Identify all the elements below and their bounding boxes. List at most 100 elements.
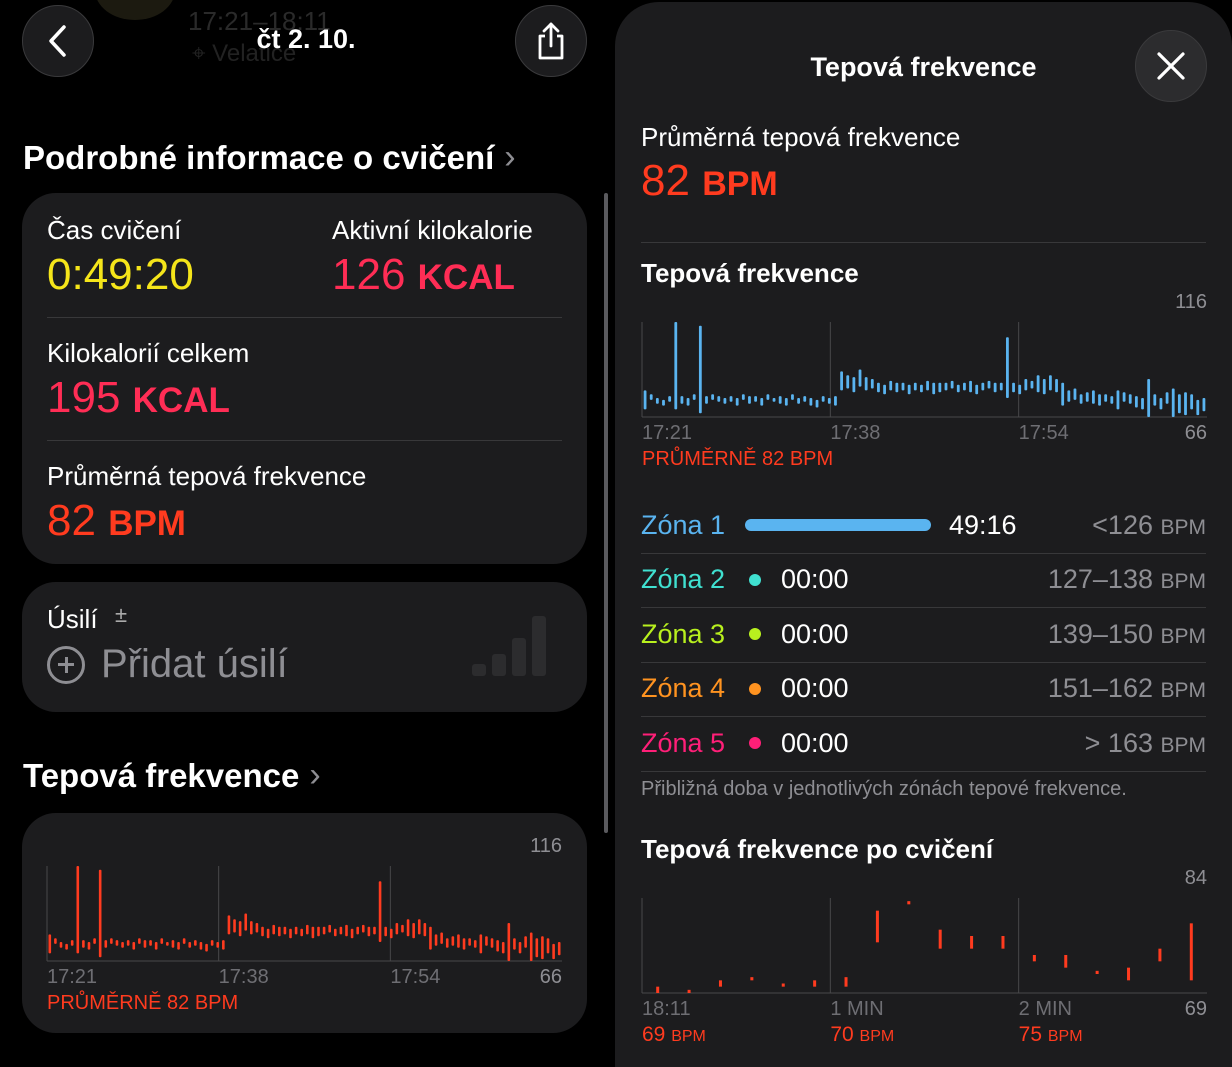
hr-range-bar bbox=[1018, 384, 1022, 395]
zone-range: 127–138 BPM bbox=[1047, 564, 1206, 594]
hr-range-bar bbox=[975, 384, 979, 395]
hr-range-bar bbox=[283, 926, 287, 935]
effort-level-icon bbox=[472, 616, 546, 676]
hr-range-bar bbox=[1064, 955, 1068, 968]
hr-range-bar bbox=[356, 926, 359, 935]
close-button[interactable] bbox=[1135, 30, 1207, 102]
hr-range-bar bbox=[877, 382, 880, 393]
hr-summary-card[interactable]: 116 66 17:21 17:38 17:54 PRŮMĚRNĚ 82 BPM bbox=[22, 813, 587, 1033]
hr-range-bar bbox=[468, 938, 471, 946]
back-button[interactable] bbox=[22, 5, 94, 77]
hr-range-bar bbox=[48, 934, 52, 954]
hr-range-bar bbox=[1061, 382, 1065, 406]
hr-range-bar bbox=[1085, 392, 1089, 402]
chart-x-tick: 17:38 bbox=[830, 422, 880, 444]
recovery-value-label: 69 BPM bbox=[642, 1023, 706, 1046]
recovery-value-label: 70 BPM bbox=[830, 1023, 894, 1046]
hr-range-bar bbox=[1189, 923, 1193, 981]
chart-min-label: 66 bbox=[1185, 422, 1207, 444]
hr-range-bar bbox=[834, 396, 837, 406]
hr-range-bar bbox=[429, 926, 432, 950]
hr-range-bar bbox=[662, 399, 665, 406]
hr-range-bar bbox=[1098, 394, 1101, 406]
hr-range-bar bbox=[932, 382, 936, 395]
hr-range-bar bbox=[552, 943, 555, 960]
hr-range-bar bbox=[541, 936, 544, 960]
hr-range-bar bbox=[1110, 396, 1114, 404]
hr-range-bar bbox=[266, 928, 270, 939]
hr-range-bar bbox=[300, 928, 304, 937]
hr-range-bar bbox=[926, 380, 929, 391]
recovery-value-label: 75 BPM bbox=[1019, 1023, 1083, 1046]
hr-range-bar bbox=[194, 940, 197, 946]
chart-x-tick: 18:11 bbox=[642, 998, 691, 1020]
hr-range-bar bbox=[462, 938, 466, 950]
hr-range-bar bbox=[875, 910, 879, 943]
divider bbox=[641, 242, 1206, 243]
hr-range-bar bbox=[322, 926, 326, 935]
zone-dot bbox=[749, 573, 761, 586]
background-activity-ring bbox=[95, 0, 175, 20]
hr-range-bar bbox=[289, 928, 292, 939]
workout-time-stat: Čas cvičení 0:49:20 bbox=[47, 215, 194, 300]
hr-range-bar bbox=[668, 396, 672, 402]
hr-range-bar bbox=[406, 919, 410, 937]
hr-range-bar bbox=[222, 940, 225, 950]
hr-range-bar bbox=[479, 934, 483, 954]
divider bbox=[641, 770, 1206, 772]
hr-range-bar bbox=[126, 940, 130, 946]
add-effort-button[interactable]: Přidat úsilí bbox=[47, 642, 288, 687]
faded-location: ⌖ Velatice bbox=[192, 40, 297, 67]
zone-range: <126 BPM bbox=[1092, 509, 1206, 540]
close-icon bbox=[1157, 52, 1185, 80]
hr-range-bar bbox=[1067, 390, 1071, 402]
hr-range-bar bbox=[132, 942, 136, 950]
chart-x-tick: 17:38 bbox=[219, 966, 269, 988]
hr-range-bar bbox=[643, 390, 647, 410]
zone-dot bbox=[749, 737, 761, 749]
hr-range-bar bbox=[104, 940, 108, 948]
hr-range-bar bbox=[210, 940, 214, 946]
hr-range-bar bbox=[1116, 390, 1120, 410]
hr-section-header[interactable]: Tepová frekvence › bbox=[23, 756, 321, 795]
hr-range-bar bbox=[1030, 380, 1034, 389]
chart-max-label: 84 bbox=[1185, 867, 1207, 889]
hr-range-bar bbox=[1147, 379, 1151, 417]
divider bbox=[641, 716, 1206, 717]
hr-range-bar bbox=[1006, 337, 1009, 398]
hr-range-bar bbox=[1134, 396, 1138, 408]
hr-range-bar bbox=[864, 377, 868, 391]
recovery-chart-title: Tepová frekvence po cvičení bbox=[641, 834, 994, 864]
hr-range-bar bbox=[345, 924, 348, 937]
hr-range-bar bbox=[655, 398, 659, 404]
hr-range-bar bbox=[328, 924, 331, 933]
effort-card[interactable]: Úsilí ± Přidat úsilí bbox=[22, 582, 587, 712]
hr-range-bar bbox=[1042, 379, 1046, 395]
hr-range-bar bbox=[305, 924, 309, 935]
active-kcal-unit: KCAL bbox=[417, 258, 515, 297]
hr-range-bar bbox=[59, 942, 63, 948]
hr-range-bar bbox=[674, 322, 678, 410]
hr-range-bar bbox=[907, 384, 911, 395]
hr-range-bar bbox=[1048, 375, 1052, 391]
hr-range-bar bbox=[244, 913, 248, 931]
zone-time: 00:00 bbox=[781, 727, 849, 758]
hr-range-bar bbox=[1104, 394, 1108, 402]
zone-dot bbox=[749, 682, 761, 695]
hr-range-bar bbox=[1095, 970, 1099, 974]
hr-range-bar bbox=[417, 919, 421, 935]
zone-name: Zóna 4 bbox=[641, 673, 726, 703]
scrollbar[interactable] bbox=[604, 193, 608, 833]
hr-range-bar bbox=[741, 394, 745, 400]
workout-time-value: 0:49:20 bbox=[47, 250, 194, 299]
zone-row-5: Zóna 5 00:00 > 163 BPM bbox=[641, 716, 1206, 770]
hr-range-bar bbox=[1055, 379, 1058, 393]
share-button[interactable] bbox=[515, 5, 587, 77]
hr-range-bar bbox=[1001, 936, 1005, 949]
hr-range-bar bbox=[138, 938, 141, 944]
details-section-header[interactable]: Podrobné informace o cvičení › bbox=[23, 138, 516, 177]
hr-range-bar bbox=[384, 926, 387, 937]
divider bbox=[47, 317, 562, 318]
hr-range-bar bbox=[250, 921, 253, 935]
hr-range-bar bbox=[1012, 382, 1015, 393]
